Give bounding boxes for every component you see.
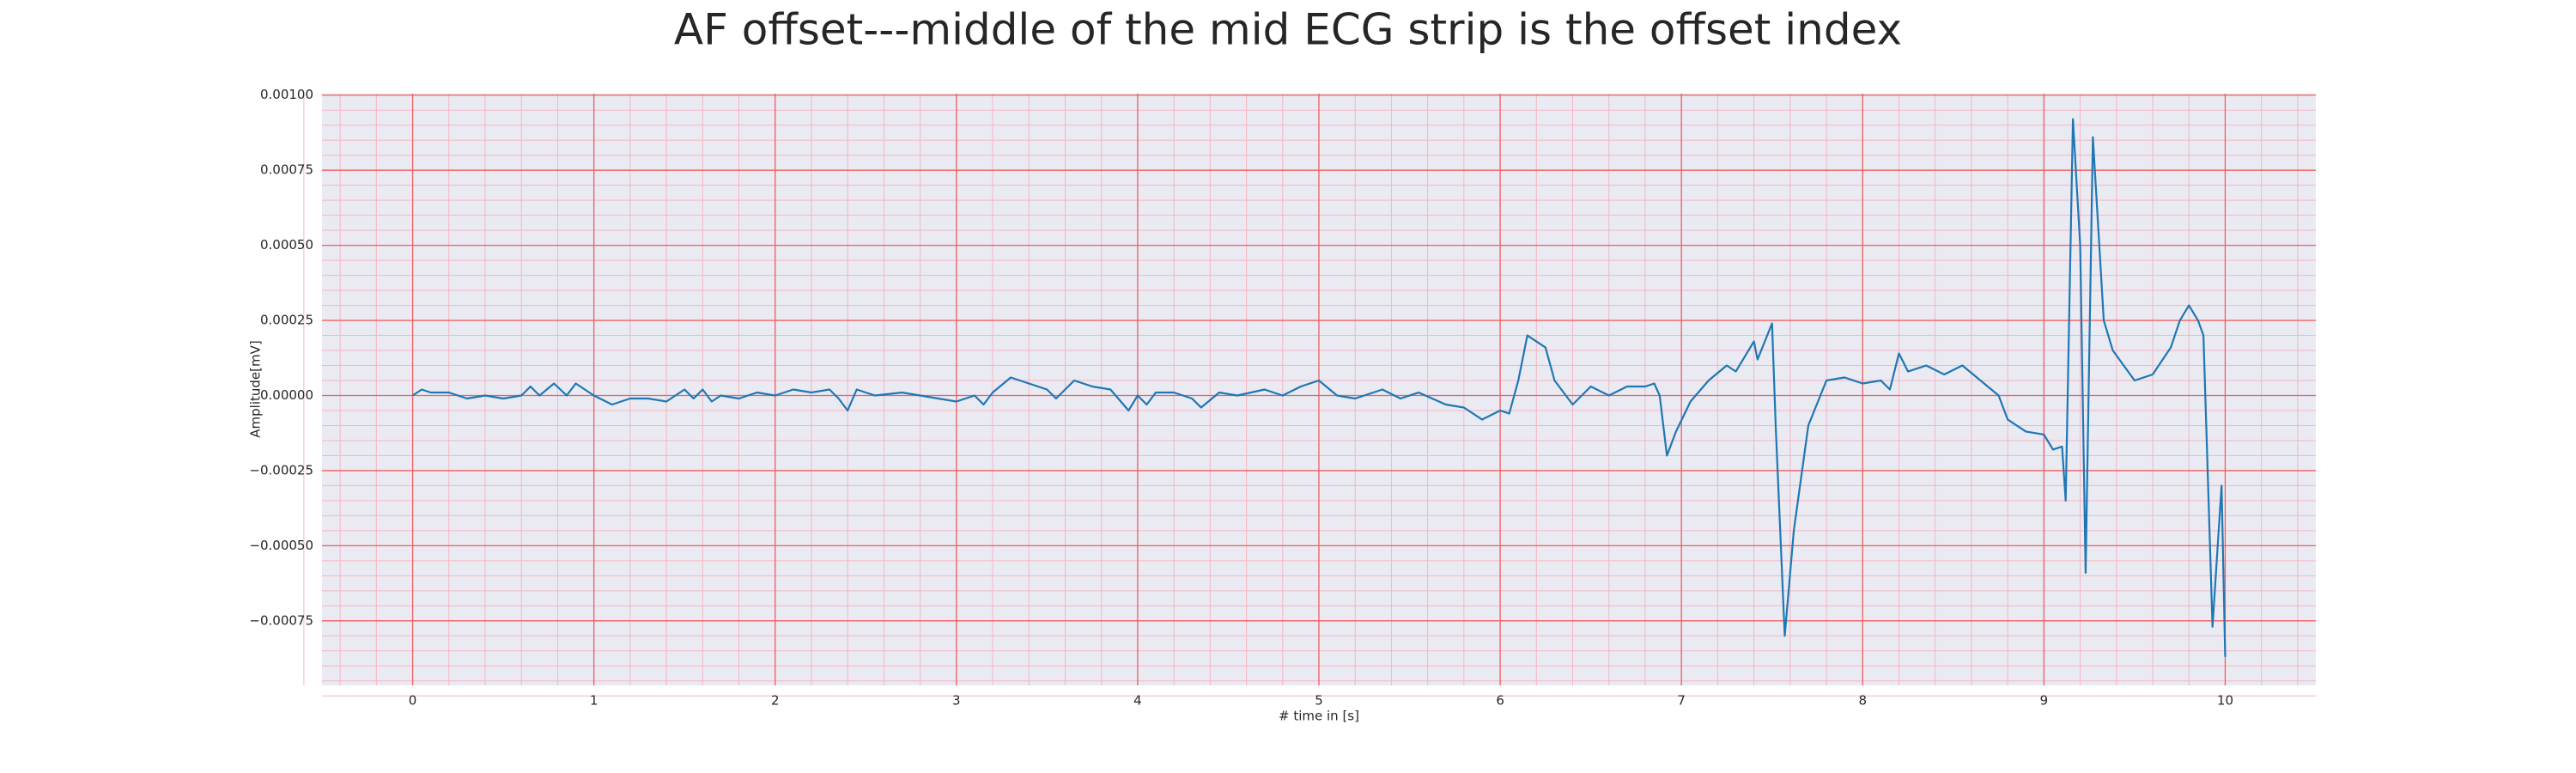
- x-tick-label: 10: [2217, 693, 2233, 709]
- x-tick-label: 7: [1677, 693, 1686, 709]
- x-tick-label: 0: [409, 693, 417, 709]
- ecg-line: [411, 118, 2227, 657]
- y-tick-label: −0.00075: [249, 612, 313, 628]
- y-tick-label: 0.00075: [260, 162, 313, 178]
- y-tick-label: 0.00100: [260, 87, 313, 102]
- x-tick-label: 8: [1858, 693, 1867, 709]
- y-axis-label: Amplitude[mV]: [248, 340, 264, 437]
- x-tick-label: 6: [1496, 693, 1504, 709]
- x-tick-label: 9: [2040, 693, 2049, 709]
- chart-title: AF offset---middle of the mid ECG strip …: [674, 5, 1902, 55]
- x-tick-label: 5: [1315, 693, 1323, 709]
- x-tick-label: 1: [590, 693, 598, 709]
- x-tick-label: 4: [1133, 693, 1142, 709]
- y-tick-label: 0.00050: [260, 237, 313, 253]
- x-axis-label: # time in [s]: [1279, 709, 1359, 724]
- x-tick-label: 2: [771, 693, 780, 709]
- y-tick-label: 0.00025: [260, 313, 313, 328]
- x-tick-label: 3: [952, 693, 961, 709]
- y-tick-label: −0.00050: [249, 538, 313, 553]
- y-tick-label: −0.00025: [249, 462, 313, 478]
- y-tick-label: 0.00000: [260, 387, 313, 403]
